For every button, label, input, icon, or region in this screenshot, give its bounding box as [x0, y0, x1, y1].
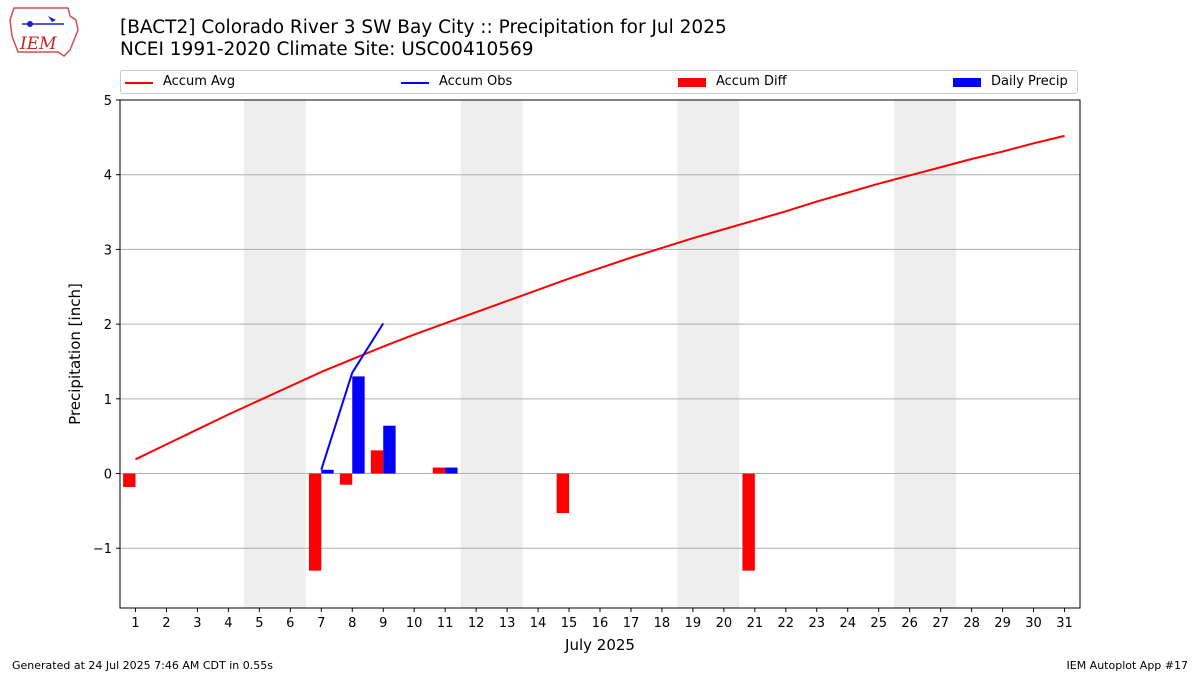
y-tick-label: 5 — [104, 94, 112, 109]
bar-accum-diff — [370, 450, 384, 474]
x-tick-label: 12 — [468, 616, 485, 631]
x-tick-label: 9 — [379, 616, 387, 631]
x-tick-label: 21 — [747, 616, 764, 631]
x-tick-label: 22 — [778, 616, 795, 631]
bar-daily-precip — [321, 469, 334, 474]
x-tick-label: 23 — [809, 616, 826, 631]
x-tick-label: 13 — [499, 616, 516, 631]
weekend-shading-19-20 — [677, 100, 740, 608]
x-tick-label: 27 — [932, 616, 949, 631]
x-tick-label: 16 — [592, 616, 609, 631]
line-accum-obs — [320, 322, 385, 471]
x-tick-label: 2 — [162, 616, 170, 631]
chart-legend: Accum Avg Accum Obs Accum Diff Daily Pre… — [120, 70, 1078, 94]
y-axis-label: Precipitation [inch] — [66, 283, 84, 425]
x-tick-label: 26 — [901, 616, 918, 631]
x-tick-label: 25 — [870, 616, 887, 631]
x-tick-label: 28 — [963, 616, 980, 631]
legend-label-daily-precip: Daily Precip — [991, 74, 1068, 89]
x-tick-label: 4 — [224, 616, 232, 631]
bar-daily-precip — [445, 467, 458, 474]
y-tick-label: 2 — [104, 318, 112, 333]
legend-swatch-daily-precip — [953, 78, 981, 87]
weekend-shading-5-6 — [243, 100, 306, 608]
chart-title: [BACT2] Colorado River 3 SW Bay City :: … — [120, 17, 727, 38]
y-tick-label: 0 — [104, 468, 112, 483]
bar-daily-precip — [383, 425, 396, 474]
y-tick-label: −1 — [93, 542, 112, 557]
bar-daily-precip — [352, 376, 365, 474]
legend-label-accum-obs: Accum Obs — [439, 74, 513, 89]
legend-swatch-accum-avg — [125, 82, 153, 84]
x-tick-label: 5 — [255, 616, 263, 631]
legend-swatch-accum-diff — [678, 78, 706, 87]
generated-timestamp: Generated at 24 Jul 2025 7:46 AM CDT in … — [12, 659, 273, 672]
bar-accum-diff — [556, 473, 570, 514]
x-tick-label: 18 — [654, 616, 671, 631]
x-tick-label: 10 — [406, 616, 423, 631]
x-tick-label: 3 — [193, 616, 201, 631]
app-label: IEM Autoplot App #17 — [1066, 659, 1189, 672]
bar-accum-diff — [339, 473, 353, 485]
x-tick-label: 14 — [530, 616, 547, 631]
iem-logo-text: IEM — [19, 34, 57, 54]
x-axis-label: July 2025 — [564, 636, 635, 654]
x-tick-label: 8 — [348, 616, 356, 631]
x-tick-label: 24 — [839, 616, 856, 631]
iem-logo: IEM — [9, 7, 79, 57]
legend-swatch-accum-obs — [401, 82, 429, 84]
y-tick-label: 1 — [104, 393, 112, 408]
line-accum-avg — [135, 134, 1065, 461]
weekend-shading-26-27 — [894, 100, 957, 608]
bar-accum-diff — [432, 467, 446, 474]
x-tick-label: 30 — [1025, 616, 1042, 631]
bar-accum-diff — [308, 473, 322, 571]
x-tick-label: 6 — [286, 616, 294, 631]
x-tick-label: 7 — [317, 616, 325, 631]
y-tick-label: 4 — [104, 169, 112, 184]
x-tick-label: 11 — [437, 616, 454, 631]
x-tick-label: 1 — [131, 616, 139, 631]
bar-accum-diff — [742, 473, 755, 571]
legend-label-accum-diff: Accum Diff — [716, 74, 787, 89]
y-tick-label: 3 — [104, 243, 112, 258]
weekend-shading-12-13 — [460, 100, 523, 608]
x-tick-label: 15 — [561, 616, 578, 631]
x-tick-label: 20 — [716, 616, 733, 631]
x-tick-label: 31 — [1056, 616, 1073, 631]
chart-subtitle: NCEI 1991-2020 Climate Site: USC00410569 — [120, 39, 534, 60]
legend-label-accum-avg: Accum Avg — [163, 74, 236, 89]
x-tick-label: 19 — [685, 616, 702, 631]
bar-accum-diff — [123, 473, 136, 487]
x-tick-label: 29 — [994, 616, 1011, 631]
x-tick-label: 17 — [623, 616, 640, 631]
